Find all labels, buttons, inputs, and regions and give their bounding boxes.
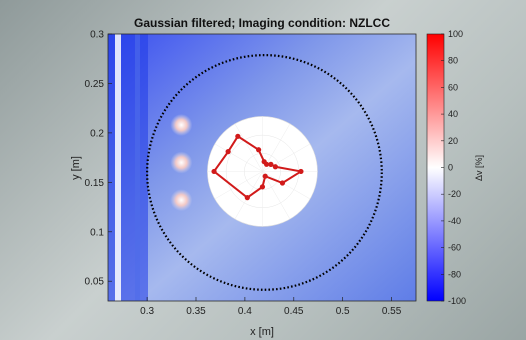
y-tick-label: 0.2: [90, 128, 104, 139]
colorbar-tick-label: 80: [448, 56, 458, 66]
y-tick-label: 0.25: [85, 79, 105, 90]
x-tick-label: 0.5: [336, 306, 350, 317]
colorbar-tick-label: -60: [448, 243, 461, 253]
colorbar-tick-label: 100: [448, 29, 463, 39]
polar-series-point: [272, 164, 278, 170]
polar-series-point: [256, 147, 262, 153]
polar-series-point: [262, 173, 268, 179]
colorbar-tick-label: 20: [448, 136, 458, 146]
x-tick-label: 0.4: [238, 306, 252, 317]
polar-inset: [207, 116, 318, 227]
x-tick-label: 0.3: [140, 306, 154, 317]
polar-series-point: [279, 180, 286, 186]
x-axis: 0.3 0.35 0.4 0.45 0.5 0.55: [140, 297, 402, 317]
x-tick-label: 0.35: [186, 306, 206, 317]
x-tick-label: 0.55: [382, 306, 402, 317]
colorbar-tick-label: -40: [448, 216, 461, 226]
polar-series-point: [225, 149, 231, 155]
y-axis: 0.05 0.1 0.15 0.2 0.25 0.3: [85, 30, 112, 288]
polar-series-point: [261, 159, 267, 165]
polar-series-point: [259, 184, 266, 190]
polar-series-point: [298, 168, 304, 175]
colorbar-tick-label: 60: [448, 82, 458, 92]
colorbar-label: Δv [%]: [474, 155, 484, 181]
y-axis-label: y [m]: [70, 156, 82, 180]
chart-title: Gaussian filtered; Imaging condition: NZ…: [134, 16, 390, 30]
y-tick-label: 0.1: [90, 227, 104, 238]
heatmap-field: [108, 34, 416, 301]
polar-grid-spoke: [234, 123, 263, 172]
polar-series-point: [244, 195, 250, 201]
colorbar-tick-label: -20: [448, 189, 461, 199]
dashed-circle: [146, 54, 383, 291]
polar-grid-spoke: [214, 143, 263, 172]
hot-spot: [170, 113, 193, 136]
hot-spot: [170, 189, 193, 212]
colorbar-tick-label: 0: [448, 163, 453, 173]
polar-series-point: [235, 133, 241, 139]
colorbar-tick-label: -100: [448, 296, 466, 306]
y-tick-label: 0.3: [90, 30, 104, 41]
polar-series-point: [211, 168, 217, 175]
colorbar-tick-label: 40: [448, 109, 458, 119]
x-axis-label: x [m]: [250, 326, 274, 338]
colorbar-ticks: 100 80 60 40 20 0 -20 -40 -60 -80 -100: [441, 29, 466, 306]
x-tick-label: 0.45: [284, 306, 304, 317]
y-tick-label: 0.15: [85, 178, 105, 189]
polar-grid-spoke: [214, 171, 263, 200]
polar-grid-spoke: [262, 171, 291, 220]
polar-grid-spoke: [234, 171, 263, 220]
plot-frame: [107, 33, 417, 302]
y-tick-label: 0.05: [85, 277, 105, 288]
hot-spot: [170, 151, 193, 174]
polar-grid-spoke: [262, 171, 311, 200]
colorbar-tick-label: -80: [448, 269, 461, 279]
polar-series-point: [268, 161, 274, 167]
